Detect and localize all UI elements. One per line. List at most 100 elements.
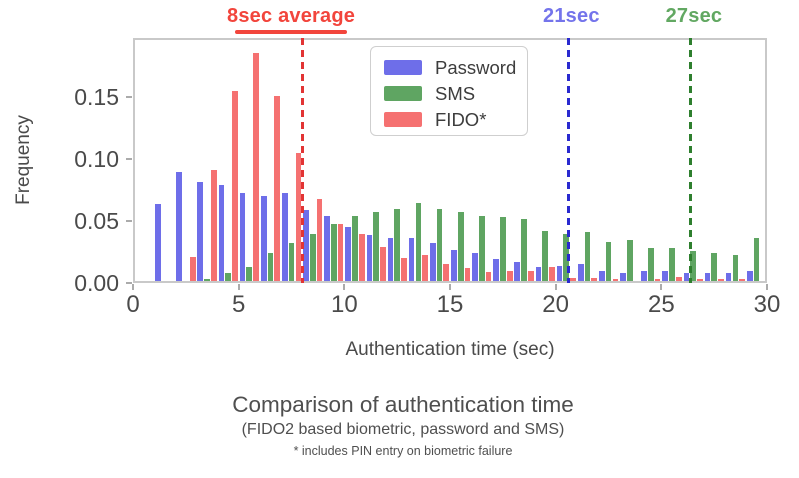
bar-fido-4s bbox=[232, 91, 238, 283]
bar-sms-17s bbox=[500, 217, 506, 283]
bar-sms-27s bbox=[711, 253, 718, 283]
bar-sms-22s bbox=[605, 242, 612, 283]
21sec-label: 21sec bbox=[543, 5, 600, 27]
password-swatch bbox=[384, 60, 422, 75]
bar-password-23s bbox=[620, 273, 626, 283]
bar-sms-4s bbox=[225, 273, 232, 283]
bar-sms-5s bbox=[246, 266, 253, 283]
bar-sms-6s bbox=[267, 253, 274, 283]
bar-fido-8s bbox=[316, 198, 323, 283]
bar-sms-7s bbox=[288, 243, 295, 283]
bar-sms-12s bbox=[394, 208, 401, 283]
x-tick-mark bbox=[449, 284, 451, 290]
bar-fido-20s bbox=[570, 278, 576, 283]
bar-password-26s bbox=[683, 273, 690, 283]
21sec-line bbox=[566, 38, 570, 283]
bar-sms-8s bbox=[309, 233, 316, 283]
bar-sms-19s bbox=[542, 231, 549, 283]
bar-fido-7s bbox=[295, 153, 302, 283]
bar-password-13s bbox=[408, 238, 415, 283]
y-tick-mark bbox=[126, 96, 132, 99]
bar-sms-20s bbox=[563, 233, 570, 283]
27sec-label: 27sec bbox=[665, 5, 723, 27]
legend-item-password: Password bbox=[384, 55, 527, 80]
legend: Password SMS FIDO* bbox=[370, 46, 528, 136]
x-tick-label-10: 10 bbox=[330, 291, 358, 318]
bar-sms-9s bbox=[331, 223, 337, 283]
bar-fido-9s bbox=[337, 223, 344, 283]
bar-password-27s bbox=[704, 273, 711, 283]
bar-password-28s bbox=[725, 273, 732, 283]
bar-password-4s bbox=[218, 185, 225, 283]
bar-fido-25s bbox=[675, 276, 682, 283]
bar-password-17s bbox=[493, 259, 500, 283]
caption-subtitle: (FIDO2 based biometric, password and SMS… bbox=[241, 421, 565, 438]
bar-password-2s bbox=[176, 171, 183, 283]
x-tick-label-20: 20 bbox=[542, 291, 569, 318]
x-tick-mark bbox=[132, 284, 134, 290]
bar-fido-17s bbox=[506, 270, 513, 283]
x-tick-label-5: 5 bbox=[231, 291, 246, 318]
bar-password-18s bbox=[514, 261, 521, 283]
bar-password-9s bbox=[324, 216, 330, 283]
bar-fido-21s bbox=[591, 278, 598, 283]
x-tick-mark bbox=[766, 284, 768, 290]
bar-password-12s bbox=[387, 238, 394, 283]
bar-sms-14s bbox=[436, 208, 443, 283]
bar-password-19s bbox=[535, 266, 542, 283]
bar-sms-16s bbox=[478, 216, 485, 283]
bar-password-10s bbox=[345, 227, 352, 283]
x-tick-label-0: 0 bbox=[126, 291, 140, 318]
y-tick-mark bbox=[126, 282, 132, 284]
bar-sms-15s bbox=[457, 212, 464, 283]
bar-password-3s bbox=[197, 181, 204, 283]
bar-sms-24s bbox=[648, 248, 654, 283]
legend-item-fido: FIDO* bbox=[384, 107, 527, 132]
bar-password-29s bbox=[746, 270, 753, 283]
bar-fido-15s bbox=[464, 268, 471, 283]
bar-sms-13s bbox=[415, 202, 422, 283]
bar-password-25s bbox=[662, 270, 669, 283]
plot-area: Password SMS FIDO* bbox=[133, 38, 767, 283]
bar-sms-23s bbox=[626, 239, 633, 283]
bar-password-6s bbox=[260, 196, 267, 283]
bar-sms-18s bbox=[521, 218, 527, 283]
bars-layer bbox=[133, 38, 767, 283]
x-tick-mark bbox=[554, 284, 557, 290]
legend-label-sms: SMS bbox=[435, 83, 476, 104]
bar-password-7s bbox=[281, 192, 288, 283]
y-tick-label-0.05: 0.05 bbox=[74, 208, 119, 235]
bar-fido-11s bbox=[380, 247, 386, 283]
legend-label-password: Password bbox=[435, 57, 517, 78]
bar-fido-16s bbox=[485, 271, 492, 283]
bar-password-21s bbox=[577, 264, 584, 283]
bar-password-5s bbox=[239, 192, 246, 283]
bar-fido-12s bbox=[401, 258, 407, 283]
bar-sms-10s bbox=[352, 216, 358, 283]
bar-password-11s bbox=[366, 234, 373, 283]
bar-password-14s bbox=[429, 243, 436, 283]
bar-sms-26s bbox=[690, 250, 696, 283]
bar-password-20s bbox=[556, 265, 563, 283]
bar-fido-3s bbox=[210, 170, 217, 283]
bar-fido-10s bbox=[358, 233, 365, 283]
bar-fido-14s bbox=[443, 264, 450, 283]
bar-password-8s bbox=[303, 209, 309, 283]
y-tick-label-0.10: 0.10 bbox=[74, 146, 119, 173]
plot-border bbox=[133, 38, 767, 283]
caption: Comparison of authentication time (FIDO2… bbox=[0, 392, 799, 460]
bar-fido-5s bbox=[253, 52, 259, 283]
bar-fido-18s bbox=[527, 270, 534, 283]
bar-password-22s bbox=[598, 270, 605, 283]
caption-title: Comparison of authentication time bbox=[232, 392, 574, 417]
y-tick-mark bbox=[126, 220, 132, 223]
x-tick-mark bbox=[237, 284, 240, 290]
bar-password-16s bbox=[472, 253, 478, 283]
bar-password-15s bbox=[451, 249, 457, 283]
x-tick-label-30: 30 bbox=[753, 291, 781, 318]
bar-password-1s bbox=[155, 203, 161, 283]
bar-fido-6s bbox=[274, 96, 281, 283]
27sec-line bbox=[689, 38, 693, 283]
8sec-average-label: 8sec average bbox=[227, 5, 356, 27]
